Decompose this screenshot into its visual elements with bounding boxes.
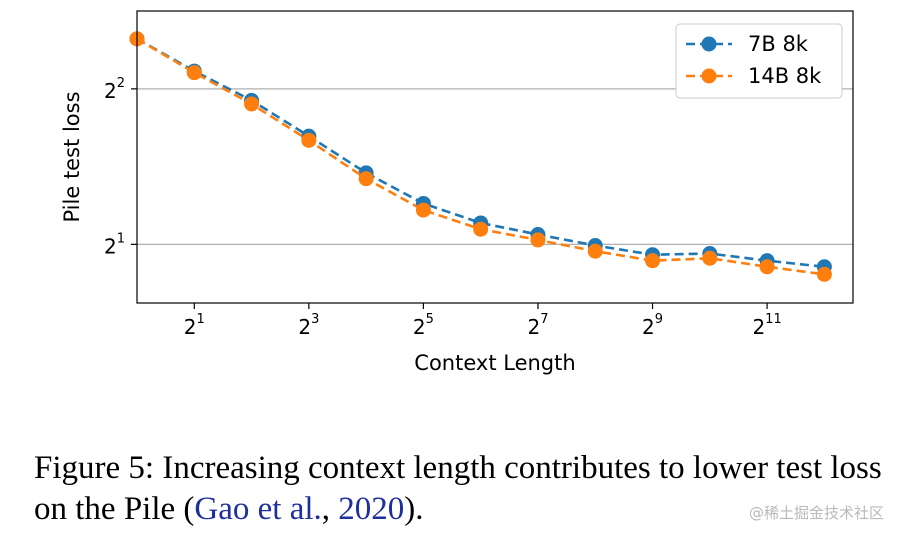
legend: 7B 8k 14B 8k	[675, 23, 843, 99]
data-point	[645, 253, 661, 269]
data-point	[587, 243, 603, 259]
data-point	[301, 132, 317, 148]
data-point	[186, 65, 202, 81]
data-point	[244, 96, 260, 112]
data-point	[473, 221, 489, 237]
data-point	[358, 171, 374, 187]
grid-lines	[137, 88, 853, 245]
x-tick-label: 21	[184, 312, 205, 339]
citation-year: 2020	[338, 491, 405, 527]
caption-end: ).	[404, 491, 424, 527]
legend-label: 7B 8k	[748, 32, 809, 56]
data-point	[759, 259, 775, 275]
line-chart: 21 22 21 23 25 27 29 211 Context Length Pile te…	[60, 10, 854, 375]
y-axis-label: Pile test loss	[60, 91, 84, 222]
y-tick-label: 22	[104, 76, 125, 103]
caption-text: Figure 5: Increasing context length cont…	[34, 450, 882, 527]
legend-swatch-marker	[701, 68, 717, 84]
figure-caption: Figure 5: Increasing context length cont…	[34, 448, 894, 530]
citation-separator: ,	[321, 491, 339, 527]
data-point	[415, 202, 431, 218]
x-tick-label: 211	[752, 312, 781, 339]
chart-series	[129, 31, 832, 282]
data-point	[702, 250, 718, 266]
x-tick-label: 23	[298, 312, 319, 339]
watermark: @稀土掘金技术社区	[748, 504, 884, 522]
x-tick-label: 25	[413, 312, 434, 339]
x-axis-label: Context Length	[414, 351, 575, 375]
axis-ticks: 21 22 21 23 25 27 29 211	[104, 76, 782, 339]
x-tick-label: 27	[527, 312, 548, 339]
citation-author: Gao et al.	[194, 491, 322, 527]
y-tick-label: 21	[104, 231, 125, 258]
citation-link[interactable]: Gao et al.	[194, 491, 321, 527]
legend-swatch-marker	[701, 36, 717, 52]
legend-label: 14B 8k	[748, 64, 822, 88]
data-point	[530, 232, 546, 248]
plot-frame	[136, 10, 854, 304]
data-point	[816, 266, 832, 282]
x-tick-label: 29	[642, 312, 663, 339]
citation-year-link[interactable]: 2020	[338, 491, 404, 527]
legend-box	[675, 23, 843, 99]
